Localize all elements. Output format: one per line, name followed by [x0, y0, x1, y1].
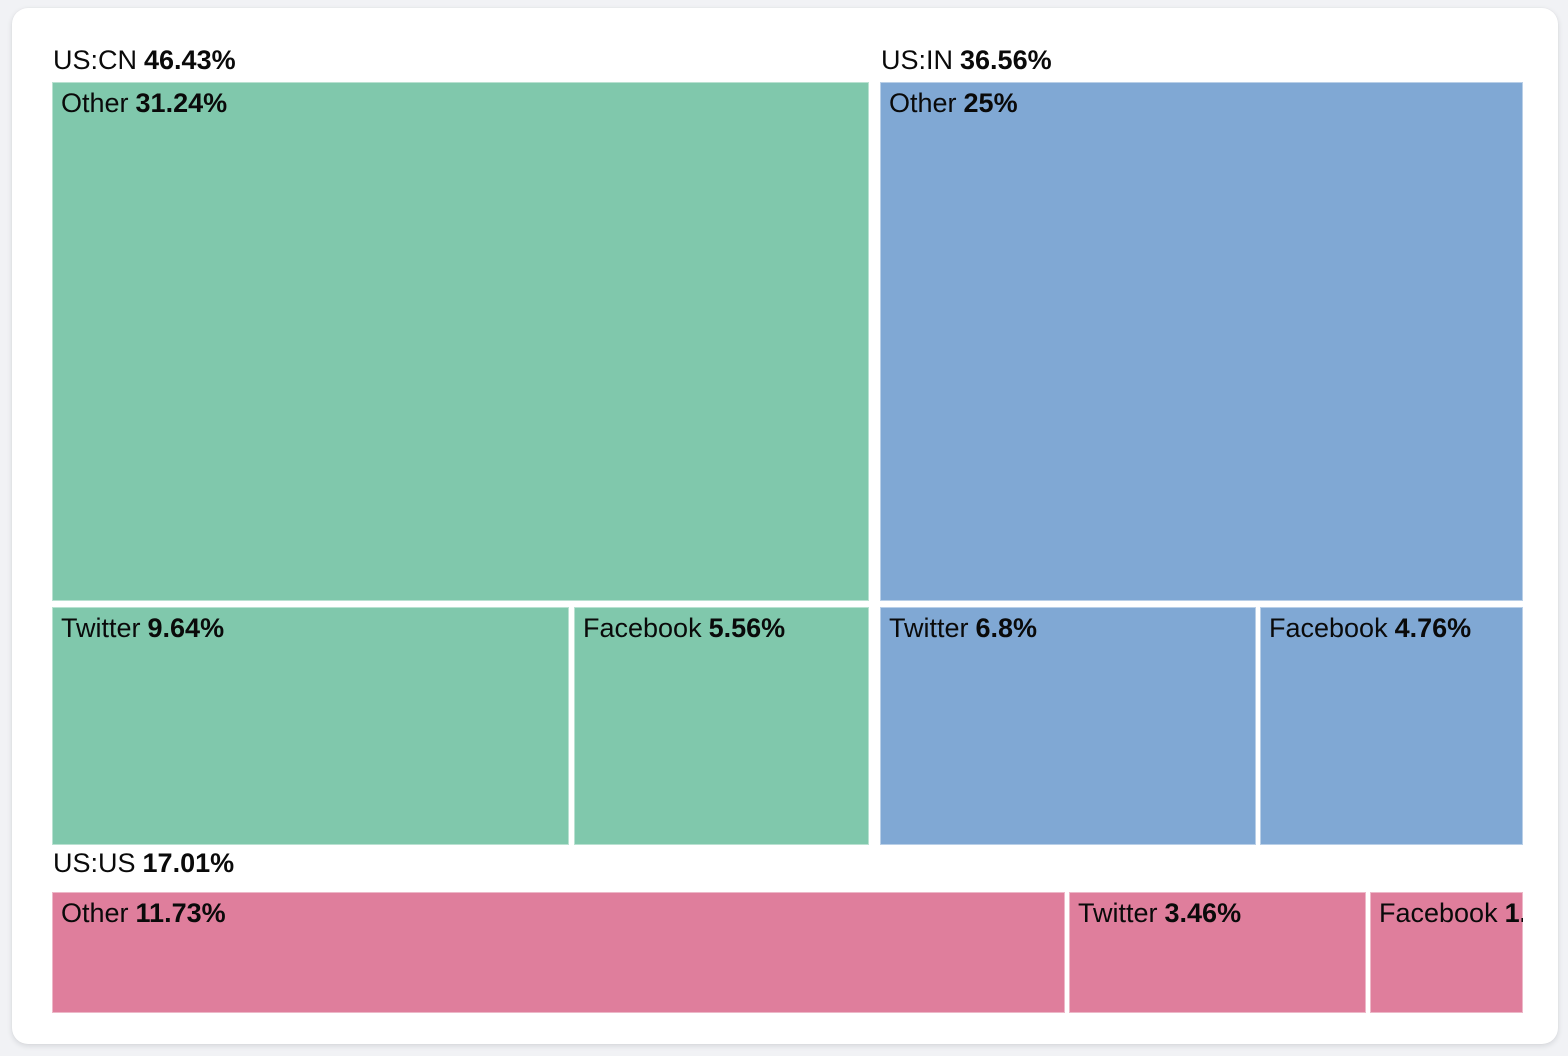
cell-value: 3.46% — [1164, 898, 1242, 928]
treemap-cell-us-us-other[interactable]: Other 11.73% — [52, 892, 1065, 1013]
treemap-cell-us-cn-twitter[interactable]: Twitter 9.64% — [52, 607, 569, 845]
treemap-cell-us-cn-other[interactable]: Other 31.24% — [52, 82, 869, 601]
group-name: US:US — [53, 848, 136, 878]
cell-name: Twitter — [889, 613, 969, 643]
cell-value: 1.81% — [1504, 898, 1523, 928]
cell-value: 9.64% — [147, 613, 225, 643]
cell-name: Other — [61, 88, 129, 118]
cell-name: Other — [889, 88, 957, 118]
treemap-cell-us-cn-facebook[interactable]: Facebook 5.56% — [574, 607, 869, 845]
cell-value: 25% — [963, 88, 1018, 118]
treemap-cell-us-us-twitter[interactable]: Twitter 3.46% — [1069, 892, 1366, 1013]
cell-name: Twitter — [61, 613, 141, 643]
group-label-us-us: US:US 17.01% — [53, 847, 234, 879]
group-total: 36.56% — [960, 45, 1052, 75]
group-name: US:IN — [881, 45, 954, 75]
cell-value: 11.73% — [135, 898, 226, 928]
cell-value: 31.24% — [135, 88, 228, 118]
treemap-cell-us-in-other[interactable]: Other 25% — [880, 82, 1523, 601]
cell-name: Facebook — [583, 613, 702, 643]
group-total: 46.43% — [144, 45, 236, 75]
cell-name: Twitter — [1078, 898, 1158, 928]
cell-name: Facebook — [1269, 613, 1388, 643]
treemap-cell-us-us-facebook[interactable]: Facebook 1.81% — [1370, 892, 1523, 1013]
cell-value: 6.8% — [975, 613, 1038, 643]
treemap-cell-us-in-facebook[interactable]: Facebook 4.76% — [1260, 607, 1523, 845]
group-label-us-cn: US:CN 46.43% — [53, 44, 236, 76]
cell-name: Other — [61, 898, 129, 928]
cell-value: 5.56% — [708, 613, 786, 643]
cell-name: Facebook — [1379, 898, 1498, 928]
cell-value: 4.76% — [1394, 613, 1472, 643]
group-total: 17.01% — [142, 848, 235, 878]
group-label-us-in: US:IN 36.56% — [881, 44, 1052, 76]
group-name: US:CN — [53, 45, 138, 75]
treemap-cell-us-in-twitter[interactable]: Twitter 6.8% — [880, 607, 1256, 845]
